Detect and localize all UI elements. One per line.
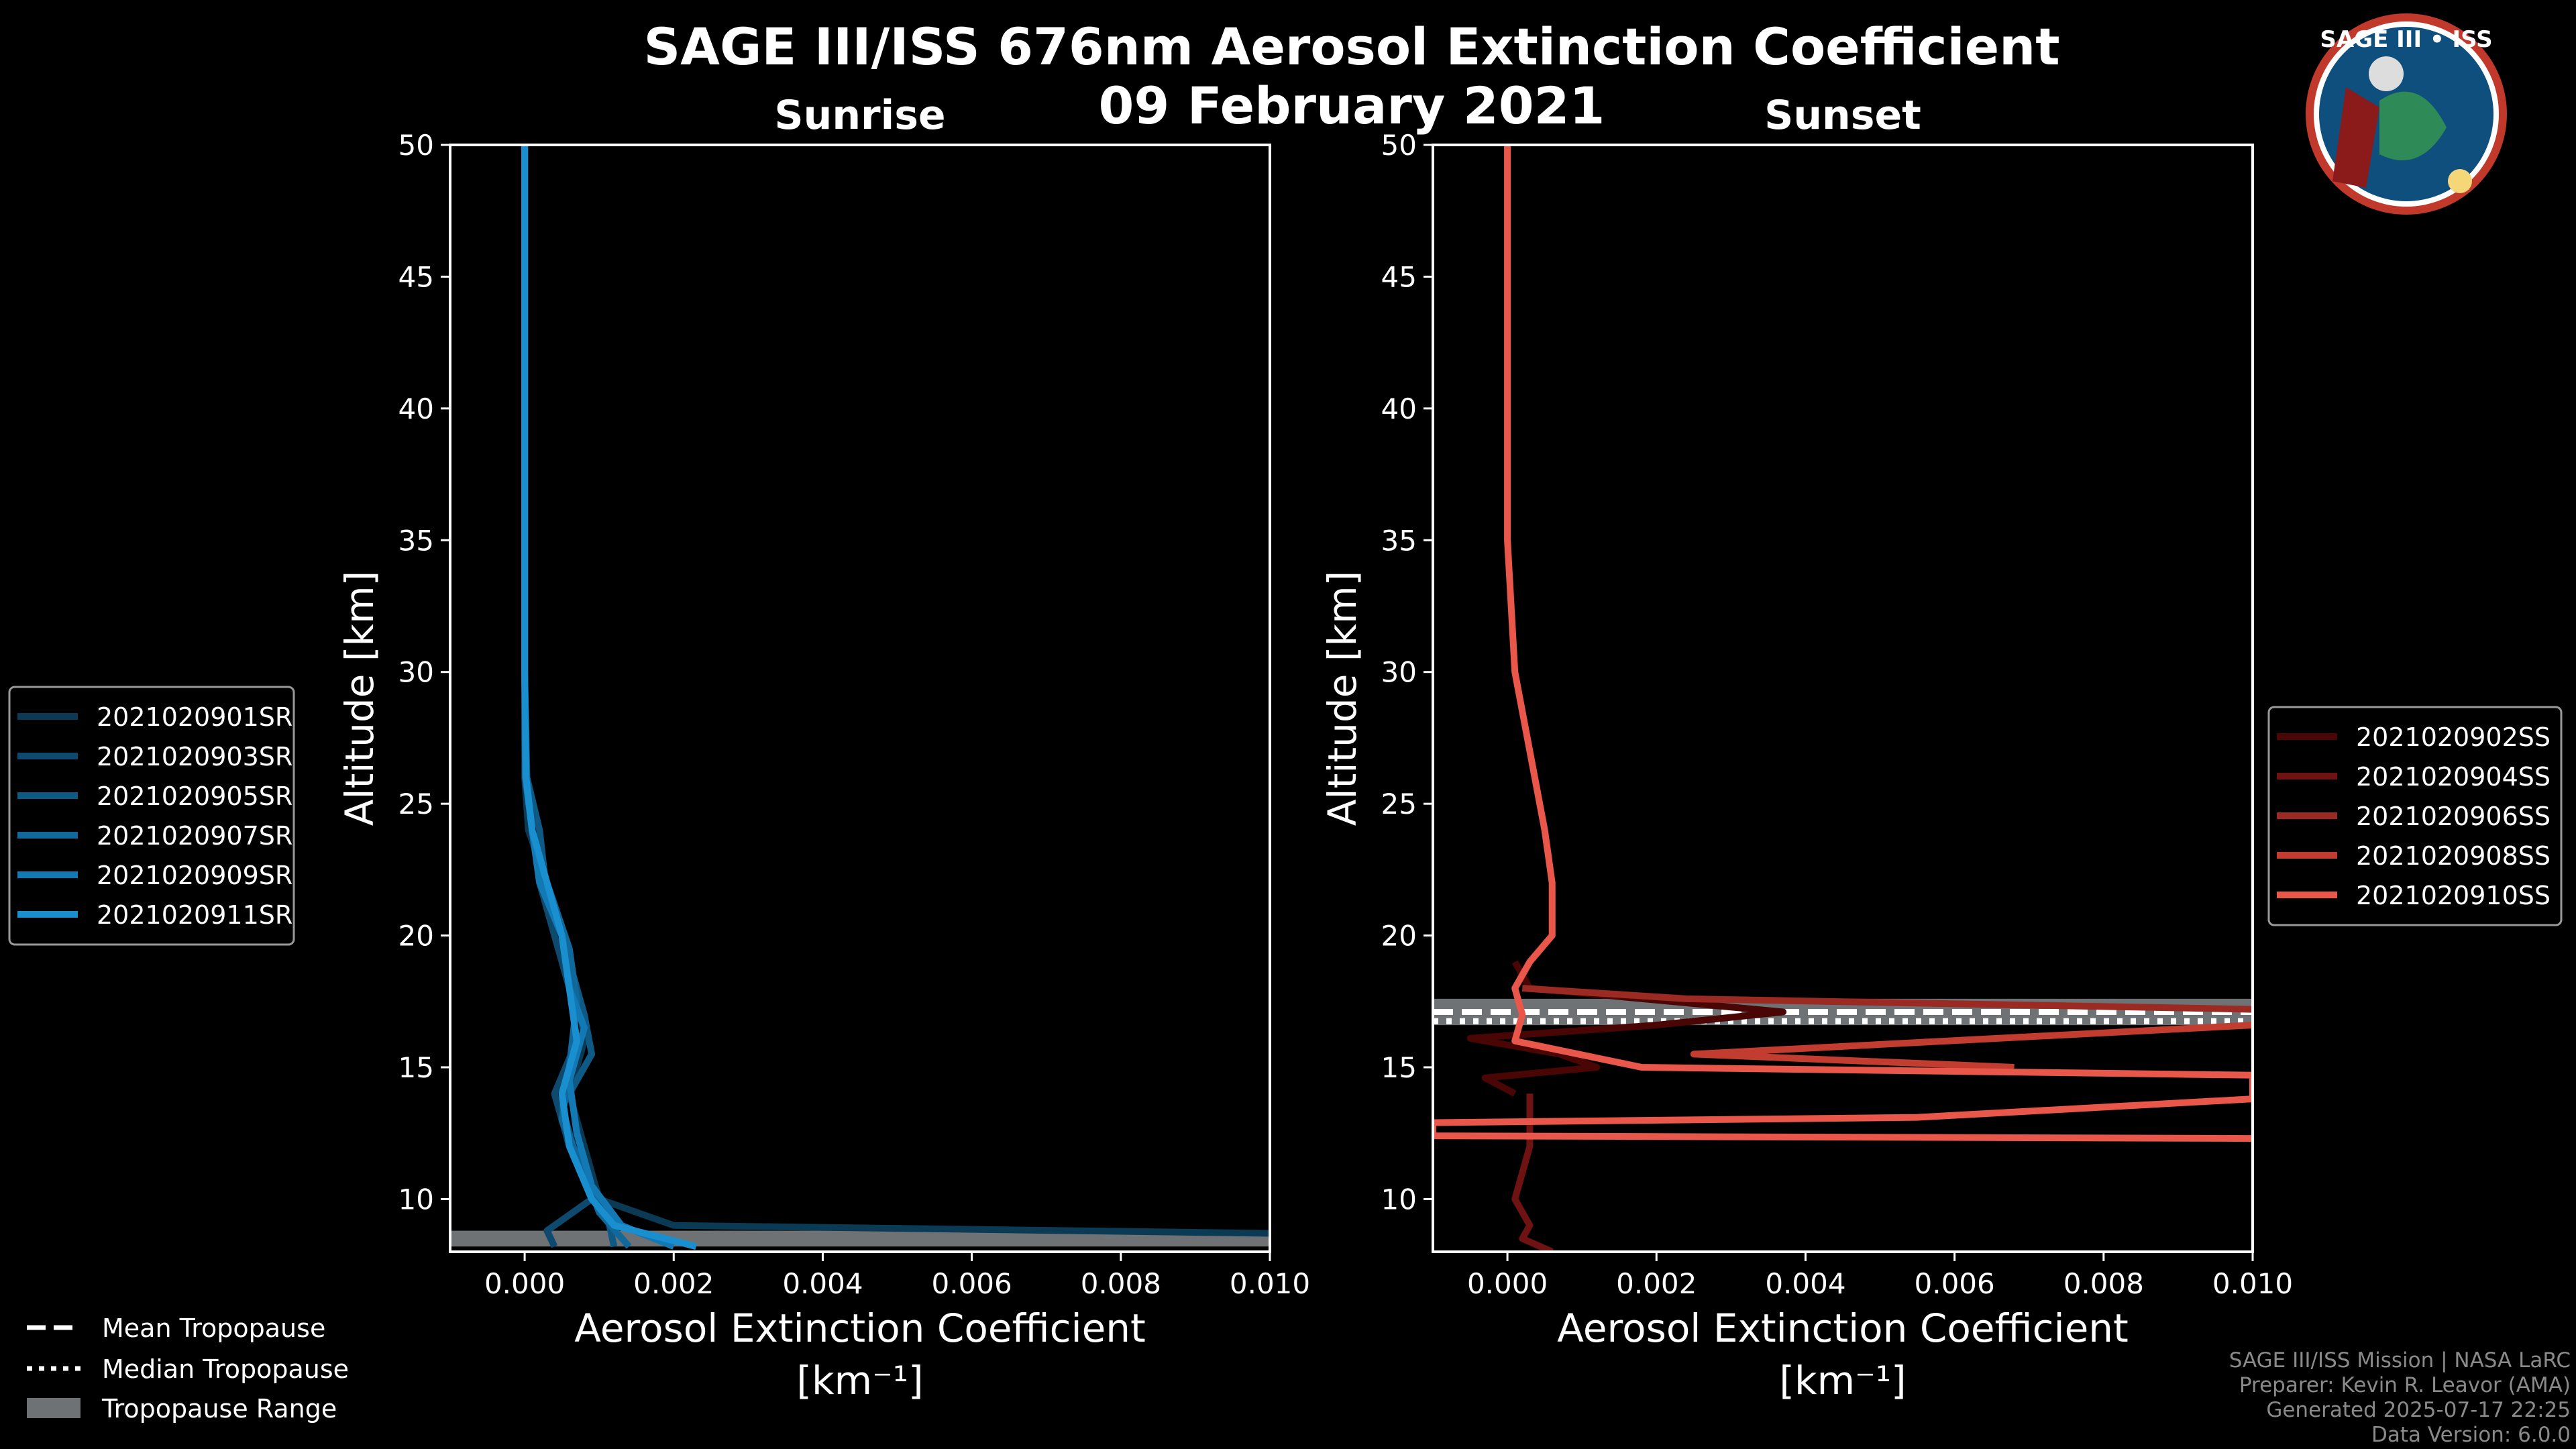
y-tick-label: 30 xyxy=(398,656,434,689)
y-tick-label: 50 xyxy=(398,129,434,162)
y-tick-label: 45 xyxy=(1381,260,1417,293)
panel-sunrise: 0.000 0.002 0.004 0.006 0.008 0.010 10 15 20 25 30… xyxy=(8,92,1310,1403)
legend-entry: 2021020904SS xyxy=(2356,762,2551,792)
tropopause-legend: Mean Tropopause Median Tropopause Tropop… xyxy=(27,1313,349,1424)
legend-entry: 2021020901SR xyxy=(97,702,292,732)
y-tick-label: 40 xyxy=(1381,392,1417,425)
panel-sunset: 0.000 0.002 0.004 0.006 0.008 0.010 10 15 20 25 30… xyxy=(1320,92,2563,1403)
y-tick-label: 45 xyxy=(398,260,434,293)
series-line-2021020906SS xyxy=(1521,985,2253,1013)
y-tick-label: 40 xyxy=(398,392,434,425)
x-tick-label: 0.008 xyxy=(2063,1267,2144,1300)
y-tick-label: 30 xyxy=(1381,656,1417,689)
x-tick-label: 0.004 xyxy=(782,1267,863,1300)
legend-entry: 2021020907SR xyxy=(97,821,292,851)
y-axis-label: Altitude [km] xyxy=(1320,571,1365,826)
y-tick-label: 15 xyxy=(398,1051,434,1084)
legend-tropopause-range: Tropopause Range xyxy=(101,1394,337,1424)
x-tick-label: 0.006 xyxy=(1915,1267,1995,1300)
legend-entry: 2021020906SS xyxy=(2356,802,2551,831)
x-tick-label: 0.002 xyxy=(633,1267,714,1300)
footer-line: Data Version: 6.0.0 xyxy=(2371,1423,2571,1447)
footer-line: Preparer: Kevin R. Leavor (AMA) xyxy=(2239,1373,2571,1397)
x-axis-label: Aerosol Extinction Coefficient xyxy=(1557,1305,2129,1351)
footer-line: SAGE III/ISS Mission | NASA LaRC xyxy=(2229,1348,2571,1373)
legend-entry: 2021020908SS xyxy=(2356,841,2551,871)
y-tick-label: 50 xyxy=(1381,129,1417,162)
footer-credits: SAGE III/ISS Mission | NASA LaRC Prepare… xyxy=(2229,1348,2571,1447)
panel-title: Sunset xyxy=(1764,92,1921,139)
legend-entry: 2021020909SR xyxy=(97,861,292,890)
figure-title-line2: 09 February 2021 xyxy=(1099,76,1605,136)
axes-frame xyxy=(1432,144,2254,1253)
x-tick-label: 0.002 xyxy=(1616,1267,1697,1300)
series-line-2021020901SR xyxy=(521,145,1270,1237)
legend-sunrise: 2021020901SR 2021020903SR 2021020905SR 2021… xyxy=(8,686,295,946)
series-line-2021020903SR xyxy=(521,145,596,1248)
y-axis-label: Altitude [km] xyxy=(337,571,382,826)
sage-logo: SAGE III • ISS xyxy=(2306,13,2507,215)
legend-sunset: 2021020902SS 2021020904SS 2021020906SS 2021… xyxy=(2267,706,2563,926)
y-tick-label: 20 xyxy=(1381,920,1417,953)
plot-area xyxy=(450,145,1270,1250)
y-tick-label: 10 xyxy=(398,1183,434,1216)
x-axis-unit: [km⁻¹] xyxy=(1779,1358,1906,1403)
legend-entry: 2021020905SR xyxy=(97,782,292,811)
x-axis-label: Aerosol Extinction Coefficient xyxy=(574,1305,1146,1351)
legend-entry: 2021020903SR xyxy=(97,742,292,771)
y-tick-label: 35 xyxy=(398,524,434,557)
series-line-2021020904SS xyxy=(1511,1093,1554,1252)
y-tick-label: 25 xyxy=(1381,788,1417,820)
x-tick-label: 0.000 xyxy=(1467,1267,1548,1300)
series-line-2021020911SR xyxy=(521,145,697,1250)
logo-text: SAGE III • ISS xyxy=(2320,26,2492,53)
y-tick-label: 25 xyxy=(398,788,434,820)
figure-title-line1: SAGE III/ISS 676nm Aerosol Extinction Co… xyxy=(643,17,2059,76)
axes-frame xyxy=(449,144,1271,1253)
x-tick-label: 0.004 xyxy=(1765,1267,1845,1300)
x-tick-label: 0.000 xyxy=(484,1267,565,1300)
legend-frame xyxy=(8,686,295,946)
y-tick-label: 20 xyxy=(398,920,434,953)
legend-entry: 2021020911SR xyxy=(97,900,292,930)
legend-frame xyxy=(2267,706,2563,926)
legend-entry: 2021020910SS xyxy=(2356,881,2551,910)
x-tick-label: 0.006 xyxy=(932,1267,1012,1300)
series-line-2021020910SS xyxy=(1433,145,2253,1142)
legend-median-tropopause: Median Tropopause xyxy=(102,1354,349,1384)
x-tick-label: 0.008 xyxy=(1081,1267,1161,1300)
y-tick-label: 35 xyxy=(1381,524,1417,557)
legend-entry: 2021020902SS xyxy=(2356,722,2551,752)
x-tick-label: 0.010 xyxy=(2212,1267,2293,1300)
legend-mean-tropopause: Mean Tropopause xyxy=(102,1313,325,1343)
x-axis-unit: [km⁻¹] xyxy=(796,1358,923,1403)
panel-title: Sunrise xyxy=(774,92,945,139)
y-tick-label: 10 xyxy=(1381,1183,1417,1216)
series-line-2021020909SR xyxy=(521,145,676,1250)
plot-area xyxy=(1433,145,2253,1252)
footer-line: Generated 2025-07-17 22:25 xyxy=(2266,1398,2571,1422)
series-line-2021020908SS xyxy=(1690,1022,2253,1071)
y-tick-label: 15 xyxy=(1381,1051,1417,1084)
x-tick-label: 0.010 xyxy=(1230,1267,1310,1300)
